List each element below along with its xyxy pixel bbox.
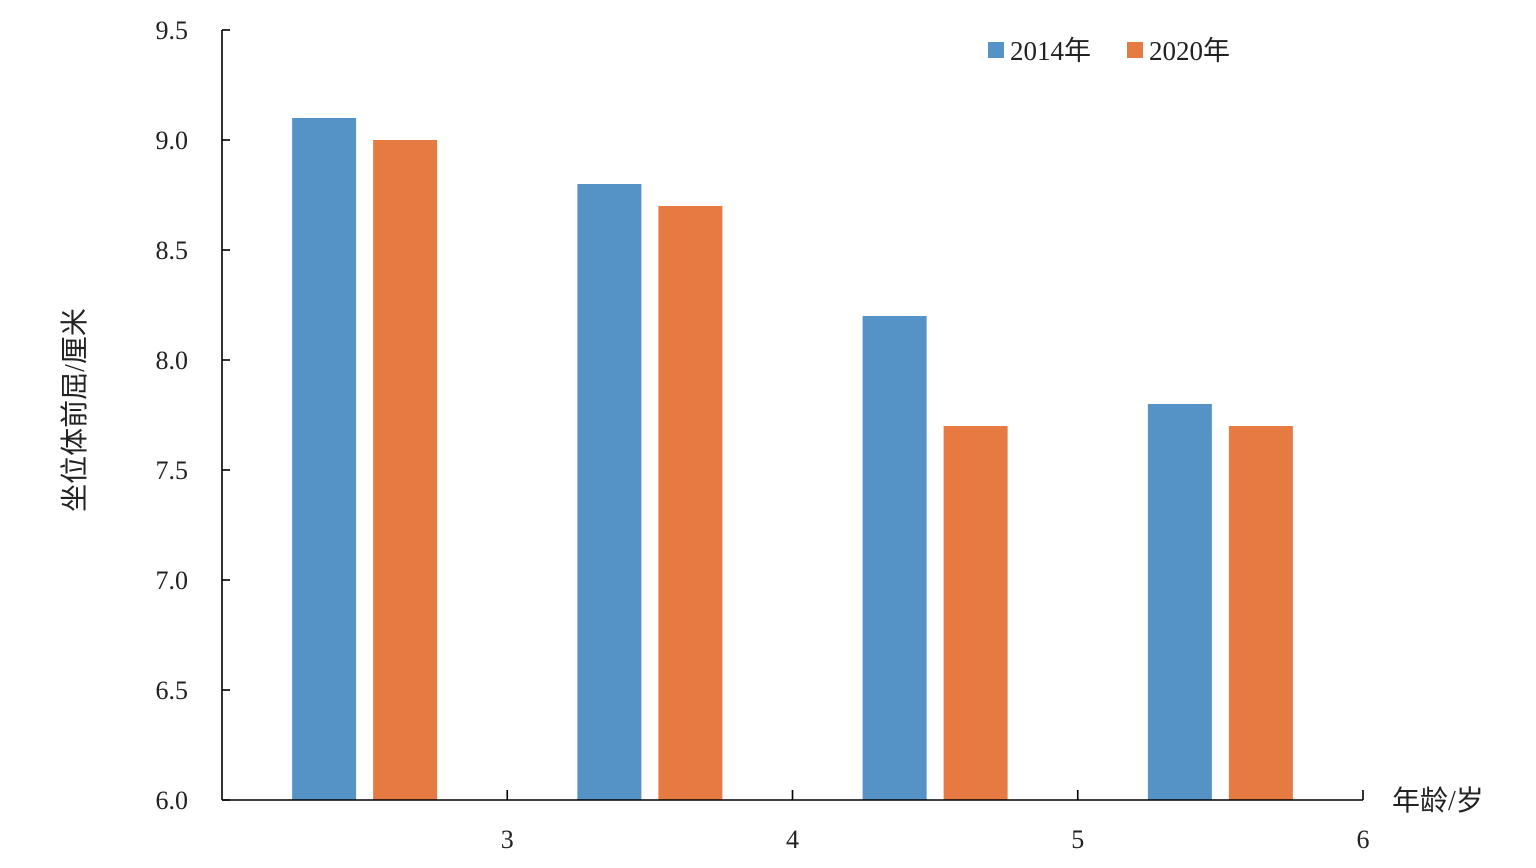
x-tick-label: 5 xyxy=(1071,825,1084,854)
y-ticks: 6.0 6.5 7.0 7.5 8.0 8.5 9.0 9.5 xyxy=(156,16,230,815)
bars-layer xyxy=(292,118,1293,800)
legend-label: 2020年 xyxy=(1149,36,1230,66)
x-axis-title: 年龄/岁 xyxy=(1392,785,1484,817)
y-tick-label: 7.0 xyxy=(156,566,189,595)
y-tick-label: 8.0 xyxy=(156,346,189,375)
legend: 2014年 2020年 xyxy=(988,36,1230,66)
y-tick-label: 6.0 xyxy=(156,786,189,815)
y-tick-label: 6.5 xyxy=(156,676,189,705)
legend-label: 2014年 xyxy=(1010,36,1091,66)
bar-series-2 xyxy=(658,206,723,800)
bar-series-1 xyxy=(862,316,927,800)
legend-swatch xyxy=(1127,42,1143,58)
bar-series-2 xyxy=(1228,426,1293,800)
bar-series-1 xyxy=(577,184,642,800)
x-tick-label: 3 xyxy=(501,825,514,854)
bar-series-1 xyxy=(292,118,357,800)
x-tick-label: 6 xyxy=(1357,825,1370,854)
bar-series-2 xyxy=(943,426,1008,800)
y-tick-label: 7.5 xyxy=(156,456,189,485)
bar-series-2 xyxy=(373,140,438,800)
bar-series-1 xyxy=(1147,404,1212,800)
y-tick-label: 8.5 xyxy=(156,236,189,265)
x-tick-label: 4 xyxy=(786,825,799,854)
y-tick-label: 9.5 xyxy=(156,16,189,45)
x-ticks: 3 4 5 6 xyxy=(501,790,1370,854)
y-axis-title: 坐位体前屈/厘米 xyxy=(59,308,91,512)
y-tick-label: 9.0 xyxy=(156,126,189,155)
legend-swatch xyxy=(988,42,1004,58)
